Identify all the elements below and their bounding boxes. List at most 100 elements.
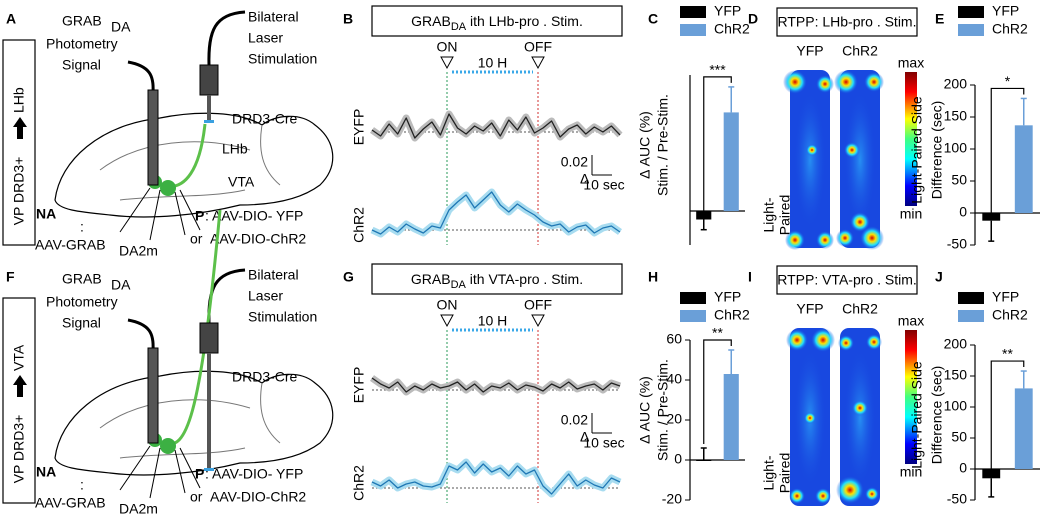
label: max: [898, 313, 924, 329]
label: min: [900, 464, 923, 480]
heatmap-glow: [844, 90, 876, 230]
heatmap-hotspot: [866, 334, 882, 350]
legend-label: ChR2: [992, 21, 1028, 37]
label: VP DRD3+: [11, 157, 27, 226]
series-label: EYFP: [351, 367, 367, 404]
y-tick-label: 0: [674, 451, 682, 467]
legend-label: YFP: [992, 3, 1019, 19]
legend-label: ChR2: [714, 307, 750, 323]
heatmap-hotspot: [786, 329, 808, 351]
legend-label: YFP: [714, 3, 741, 19]
y-tick-label: 50: [951, 172, 967, 188]
label: Bilateral: [248, 267, 299, 283]
heatmap-hotspot: [816, 75, 834, 93]
label: NA: [36, 464, 56, 480]
heatmap-hotspot: [836, 229, 854, 247]
fiber: [147, 89, 159, 186]
heatmap-hotspot: [815, 488, 831, 504]
title-box: [776, 7, 918, 37]
label: Stimulation: [248, 309, 317, 325]
bar: [723, 374, 739, 460]
y-axis-label: Difference (sec): [929, 366, 945, 465]
brain-detail: [99, 124, 281, 201]
trace: [371, 113, 621, 139]
scale-label: Δ: [580, 429, 589, 445]
series-label: EYFP: [351, 109, 367, 146]
stim-marker: [531, 56, 545, 70]
heatmap-hotspot: [865, 487, 879, 501]
brain-detail: [99, 382, 281, 459]
label: min: [900, 206, 923, 222]
label: Signal: [62, 57, 101, 73]
rotated-group: ChR2: [351, 465, 367, 501]
significance-bracket: [990, 87, 1025, 217]
label: YFP: [796, 301, 823, 317]
y-tick-label: 20: [666, 411, 682, 427]
y-tick-label: 150: [944, 108, 968, 124]
significance-bracket: [703, 76, 732, 216]
legend-label: ChR2: [714, 21, 750, 37]
scale-label: 10 sec: [583, 177, 624, 193]
laser: [199, 322, 219, 354]
bar: [982, 213, 1001, 221]
panel-letter: I: [748, 269, 752, 285]
legend-label: YFP: [714, 289, 741, 305]
legend-swatch: [958, 310, 984, 322]
label: :: [80, 219, 84, 235]
label: Paired: [777, 453, 793, 493]
y-tick-label: -50: [947, 236, 967, 252]
stim-marker: [531, 314, 545, 328]
label: : AAV-DIO- YFP: [205, 466, 303, 482]
series-label: ChR2: [351, 465, 367, 501]
y-axis-label: Stim. / Pre-Stim.: [655, 94, 671, 196]
label: 10 H: [478, 313, 508, 329]
label: VTA: [11, 344, 27, 371]
injection-site: [160, 438, 176, 454]
panel-letter: J: [935, 269, 943, 285]
significance: ***: [709, 62, 726, 78]
significance-bracket: [990, 360, 1025, 475]
label: VTA: [228, 174, 255, 190]
label: max: [898, 55, 924, 71]
label: AAV-DIO-ChR2: [210, 231, 306, 247]
title-rest: ith LHb-pro . Stim.: [466, 13, 583, 29]
heatmap-hotspot: [816, 231, 834, 249]
legend-swatch: [680, 292, 706, 304]
y-tick-label: 100: [944, 140, 968, 156]
legend-label: YFP: [992, 289, 1019, 305]
title-box: [776, 265, 918, 295]
panel-letter: B: [343, 11, 353, 27]
injection-site: [160, 180, 176, 196]
panel-letter: E: [935, 11, 944, 27]
label: DRD3-Cre: [232, 111, 298, 127]
y-tick-label: 0: [959, 460, 967, 476]
legend-swatch: [680, 6, 706, 18]
rotated-group: Light-Paired Side Difference (sec): [909, 361, 945, 469]
legend-swatch: [680, 310, 706, 322]
y-axis-label: Stim. / Pre-Stim.: [655, 359, 671, 461]
panel-letter: F: [6, 269, 15, 285]
rotated-group: ChR2: [351, 207, 367, 243]
label: VP DRD3+: [11, 415, 27, 484]
fiber-tip: [204, 468, 214, 471]
cable: [127, 318, 155, 351]
legend-swatch: [958, 24, 984, 36]
label: Stimulation: [248, 51, 317, 67]
label: OFF: [524, 39, 552, 55]
heatmap-hotspot: [864, 72, 884, 92]
legend-swatch: [958, 6, 984, 18]
label: DA2m: [119, 501, 158, 517]
label: AAV-GRAB: [35, 237, 106, 253]
label: : AAV-DIO- YFP: [205, 208, 303, 224]
title-box: [371, 5, 623, 37]
label: 10 H: [478, 55, 508, 71]
label: Light-: [761, 455, 777, 490]
trace: [371, 191, 621, 235]
bar: [1014, 388, 1033, 469]
legend-swatch: [680, 24, 706, 36]
significance: **: [1002, 346, 1013, 362]
cable: [127, 60, 155, 93]
trace: [371, 377, 621, 393]
title-rest: ith VTA-pro . Stim.: [466, 271, 583, 287]
